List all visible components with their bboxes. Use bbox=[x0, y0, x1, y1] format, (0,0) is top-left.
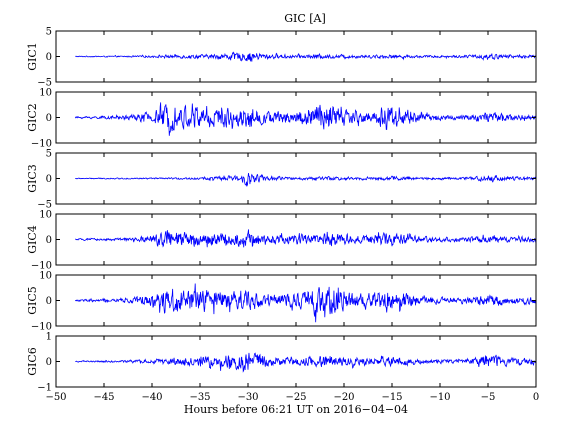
panel-gic3: −5 0 5 GIC3 bbox=[26, 149, 537, 211]
y-tick-label: 0 bbox=[46, 113, 52, 124]
series-line-gic2 bbox=[74, 102, 536, 136]
x-axis-label: Hours before 06:21 UT on 2016−04−04 bbox=[184, 403, 408, 416]
y-tick-label: 10 bbox=[39, 88, 52, 99]
y-tick-label: −10 bbox=[31, 322, 52, 333]
series-line-gic4 bbox=[75, 229, 536, 248]
series-line-gic1 bbox=[75, 51, 536, 62]
x-tick-label: −50 bbox=[45, 392, 66, 403]
panel-gic6: −1 0 1 GIC6 bbox=[26, 332, 537, 394]
y-axis-label-gic4: GIC4 bbox=[26, 225, 39, 254]
y-tick-label: −5 bbox=[37, 78, 52, 89]
y-tick-label: −10 bbox=[31, 261, 52, 272]
panel-gic1: −5 0 5 GIC1 bbox=[26, 27, 537, 89]
y-tick-label: 1 bbox=[46, 332, 52, 343]
x-tick-label: −30 bbox=[237, 392, 258, 403]
y-tick-label: 0 bbox=[46, 174, 52, 185]
y-tick-label: 5 bbox=[46, 27, 52, 38]
x-tick-label: −10 bbox=[429, 392, 450, 403]
series-line-gic3 bbox=[75, 172, 536, 188]
y-axis-label-gic1: GIC1 bbox=[26, 42, 39, 71]
x-tick-label: 0 bbox=[533, 392, 539, 403]
y-tick-label: 0 bbox=[46, 296, 52, 307]
y-tick-label: 0 bbox=[46, 235, 52, 246]
x-tick-label: −25 bbox=[285, 392, 306, 403]
x-tick-label: −5 bbox=[481, 392, 496, 403]
x-tick-label: −15 bbox=[381, 392, 402, 403]
x-tick-label: −35 bbox=[189, 392, 210, 403]
y-tick-label: 0 bbox=[46, 52, 52, 63]
chart-title: GIC [A] bbox=[284, 12, 326, 25]
y-axis-label-gic2: GIC2 bbox=[26, 103, 39, 132]
x-tick-label: −20 bbox=[333, 392, 354, 403]
y-tick-label: 5 bbox=[46, 149, 52, 160]
y-axis-label-gic5: GIC5 bbox=[26, 286, 39, 315]
y-tick-label: 10 bbox=[39, 210, 52, 221]
series-line-gic5 bbox=[74, 283, 536, 323]
y-tick-label: 10 bbox=[39, 271, 52, 282]
panels-group: −505GIC1−10010GIC2−505GIC3−10010GIC4−100… bbox=[26, 27, 539, 404]
y-tick-label: −10 bbox=[31, 139, 52, 150]
series-line-gic6 bbox=[75, 352, 536, 373]
y-axis-label-gic3: GIC3 bbox=[26, 164, 39, 193]
x-tick-label: −45 bbox=[93, 392, 114, 403]
y-tick-label: 0 bbox=[46, 357, 52, 368]
y-tick-label: −1 bbox=[37, 383, 52, 394]
y-axis-label-gic6: GIC6 bbox=[26, 347, 39, 376]
x-tick-label: −40 bbox=[141, 392, 162, 403]
y-tick-label: −5 bbox=[37, 200, 52, 211]
